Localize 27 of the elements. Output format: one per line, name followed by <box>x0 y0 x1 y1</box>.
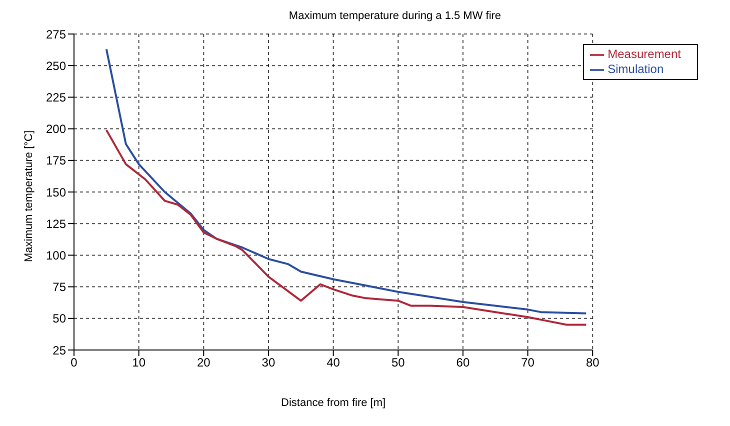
y-tick-label: 150 <box>46 185 66 200</box>
x-tick-label: 30 <box>262 356 276 370</box>
x-tick-label: 50 <box>391 356 406 370</box>
legend-label: Simulation <box>608 62 664 76</box>
y-tick-label: 225 <box>46 90 66 104</box>
y-tick-label: 125 <box>46 216 66 231</box>
line-series <box>105 48 588 314</box>
y-tick-label: 25 <box>52 343 66 358</box>
line-series <box>105 129 588 326</box>
y-tick-label: 175 <box>46 154 66 168</box>
y-tick-label: 50 <box>52 312 66 326</box>
y-tick-label: 275 <box>46 27 66 42</box>
y-tick-label: 75 <box>52 280 66 294</box>
x-tick-label: 80 <box>586 356 600 370</box>
x-tick-label: 0 <box>70 356 78 370</box>
legend-label: Measurement <box>608 47 681 61</box>
x-axis-title: Distance from fire [m] <box>281 397 386 409</box>
y-tick-label: 200 <box>46 122 66 136</box>
y-axis-title: Maximum temperature [°C] <box>22 130 35 262</box>
x-tick-label: 20 <box>196 356 211 370</box>
x-tick-label: 60 <box>456 356 470 370</box>
y-tick-label: 100 <box>46 248 66 262</box>
chart-title: Maximum temperature during a 1.5 MW fire <box>288 10 502 22</box>
x-tick-label: 70 <box>521 356 535 370</box>
x-tick-label: 10 <box>132 356 146 370</box>
x-tick-label: 40 <box>326 356 340 370</box>
y-tick-label: 250 <box>46 58 66 73</box>
